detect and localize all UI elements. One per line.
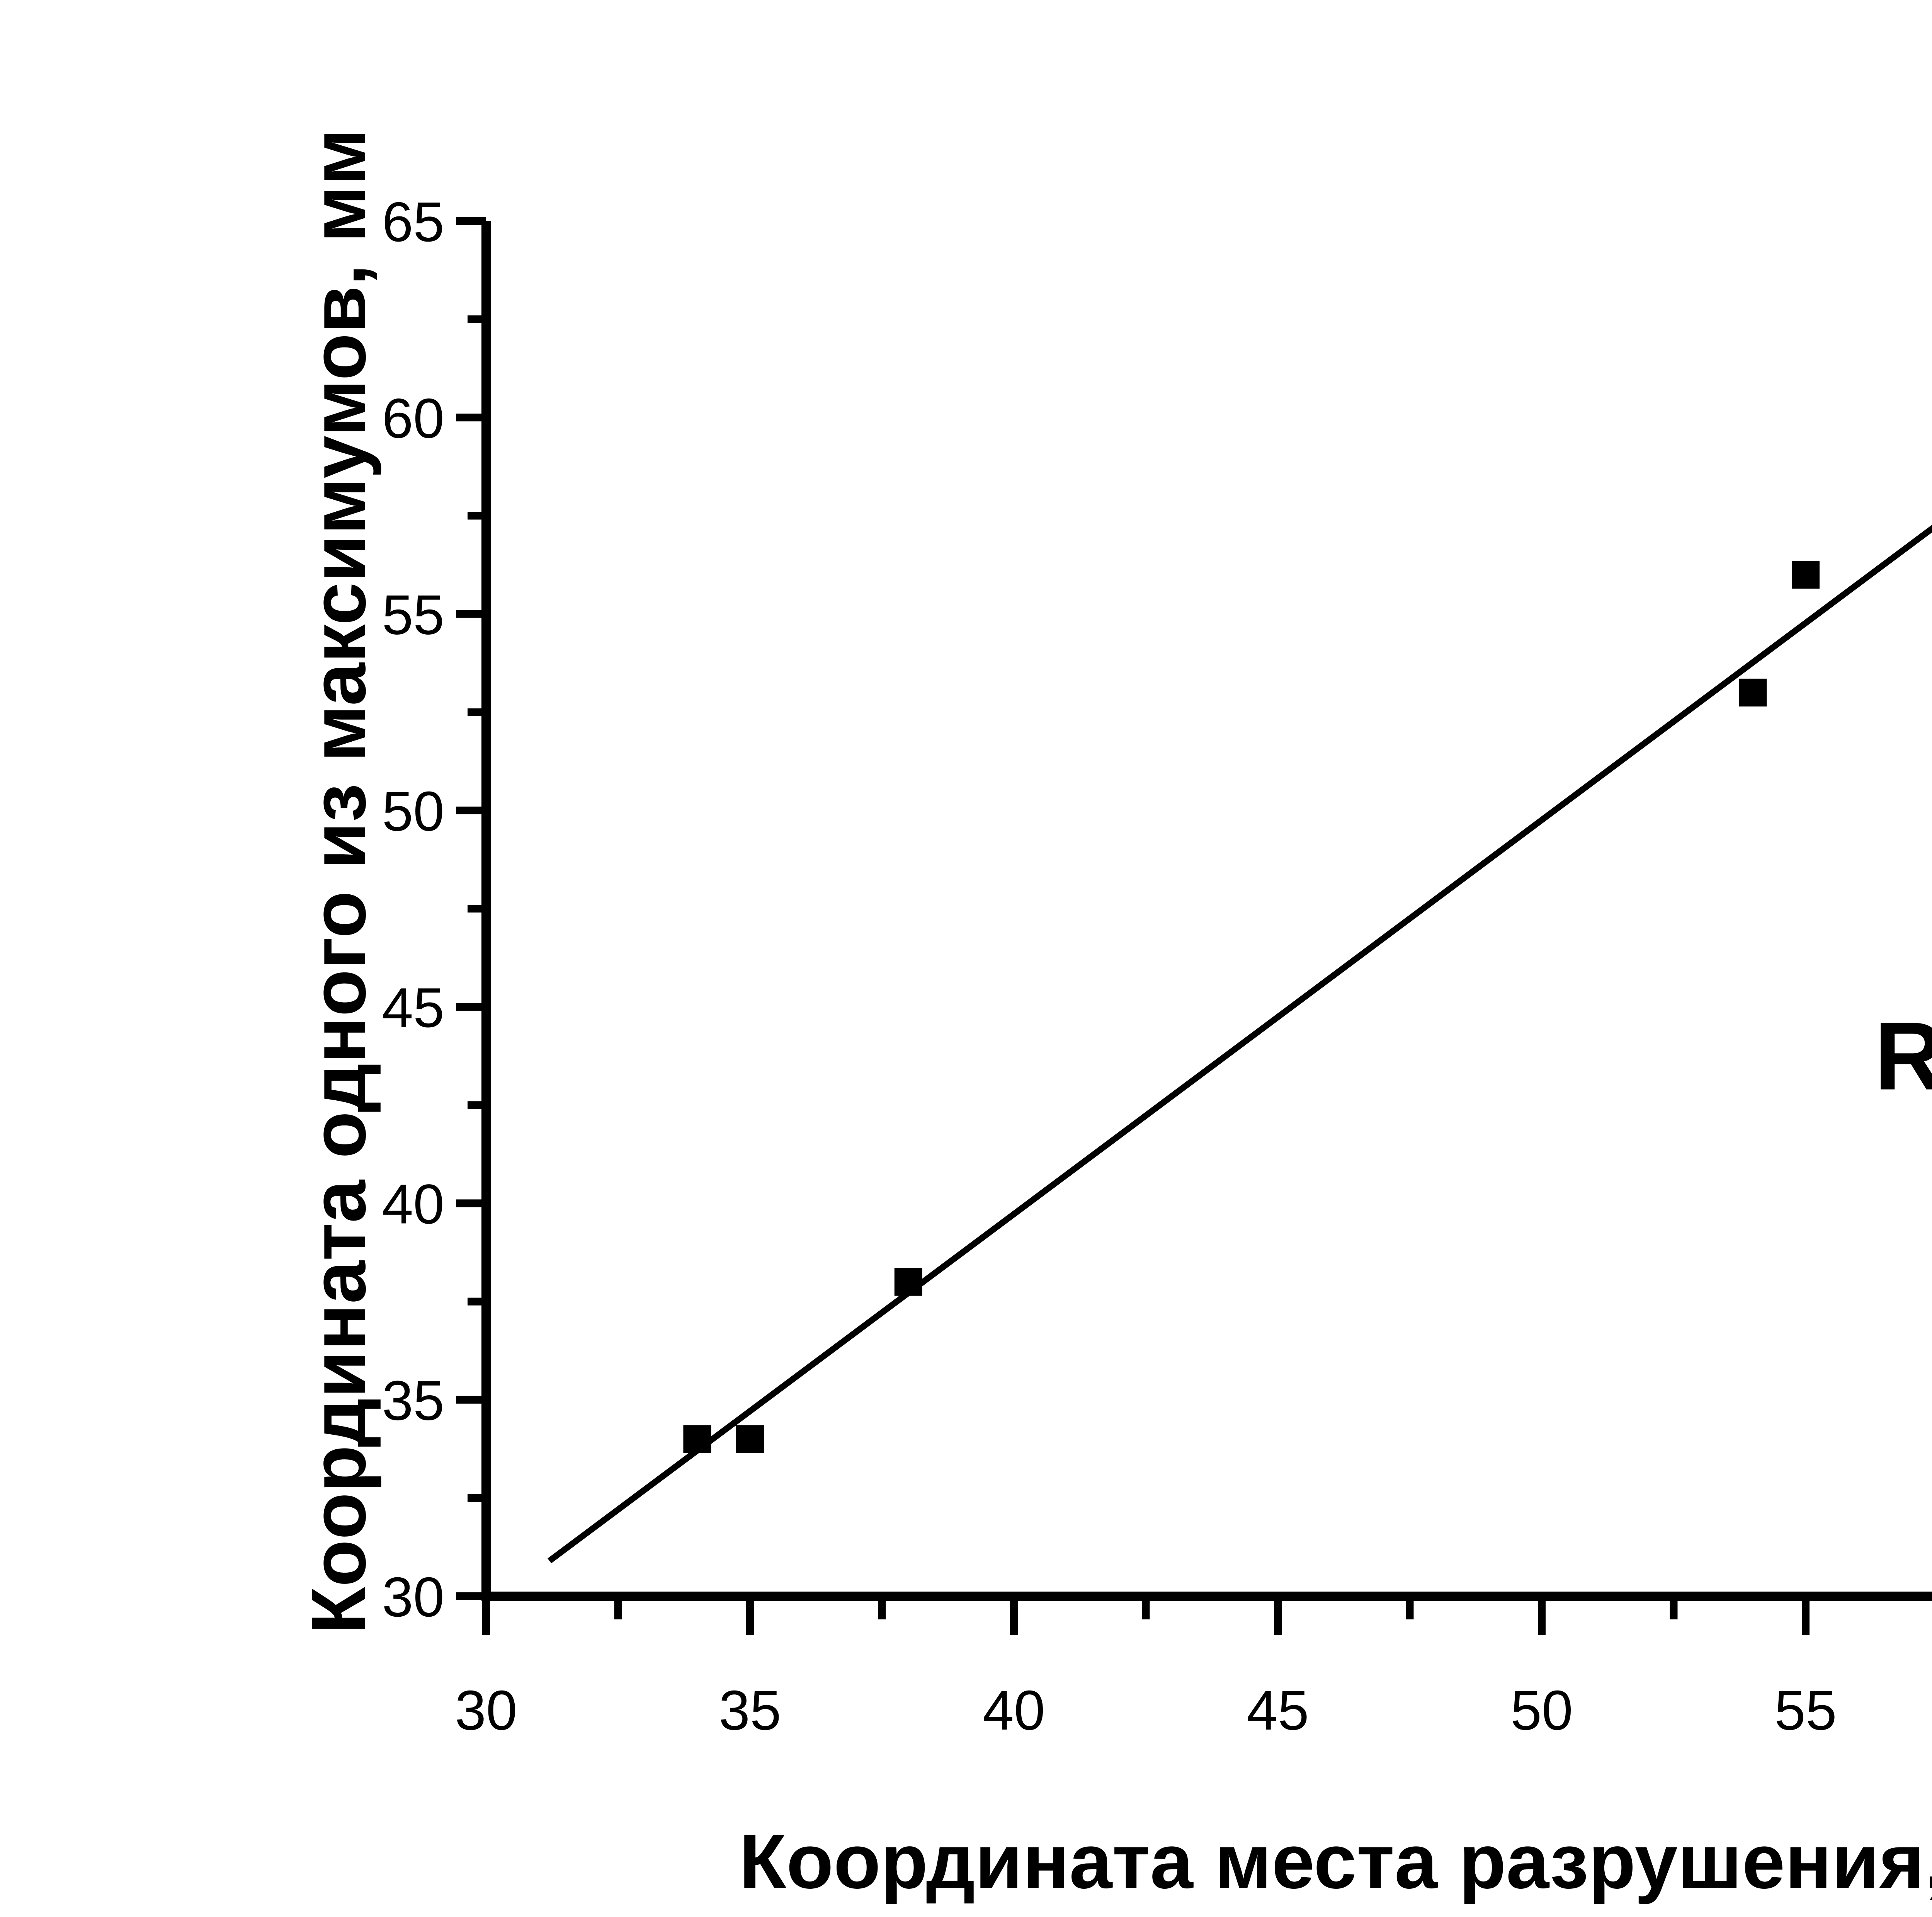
data-layer (548, 524, 1932, 1563)
y-axis-title: Координата одного из максимумов, мм (296, 128, 382, 1634)
x-tick-label: 50 (1510, 1679, 1573, 1742)
y-tick-label: 35 (382, 1369, 444, 1432)
x-tick-label: 35 (719, 1679, 781, 1742)
tick-labels-layer: 30354045505560653035404550556065 (382, 191, 1837, 1742)
x-tick-label: 55 (1774, 1679, 1837, 1742)
correlation-annotation: R=0,99 (1874, 1002, 1932, 1110)
y-tick-label: 45 (382, 976, 444, 1039)
x-tick-label: 45 (1247, 1679, 1309, 1742)
data-point-marker (683, 1425, 711, 1453)
fit-line (548, 524, 1932, 1563)
y-tick-label: 50 (382, 780, 444, 843)
x-axis-title: Координата места разрушения, мм (739, 1818, 1932, 1905)
axes-layer (456, 217, 1932, 1635)
y-tick-label: 60 (382, 387, 444, 449)
y-tick-label: 55 (382, 584, 444, 646)
data-point-marker (1739, 678, 1767, 707)
y-tick-label: 30 (382, 1566, 444, 1628)
x-tick-label: 40 (983, 1679, 1045, 1742)
x-tick-label: 30 (455, 1679, 517, 1742)
y-tick-label: 40 (382, 1173, 444, 1235)
y-tick-label: 65 (382, 191, 444, 253)
data-point-marker (894, 1268, 922, 1296)
data-point-marker (1792, 560, 1820, 589)
data-point-marker (736, 1425, 764, 1453)
